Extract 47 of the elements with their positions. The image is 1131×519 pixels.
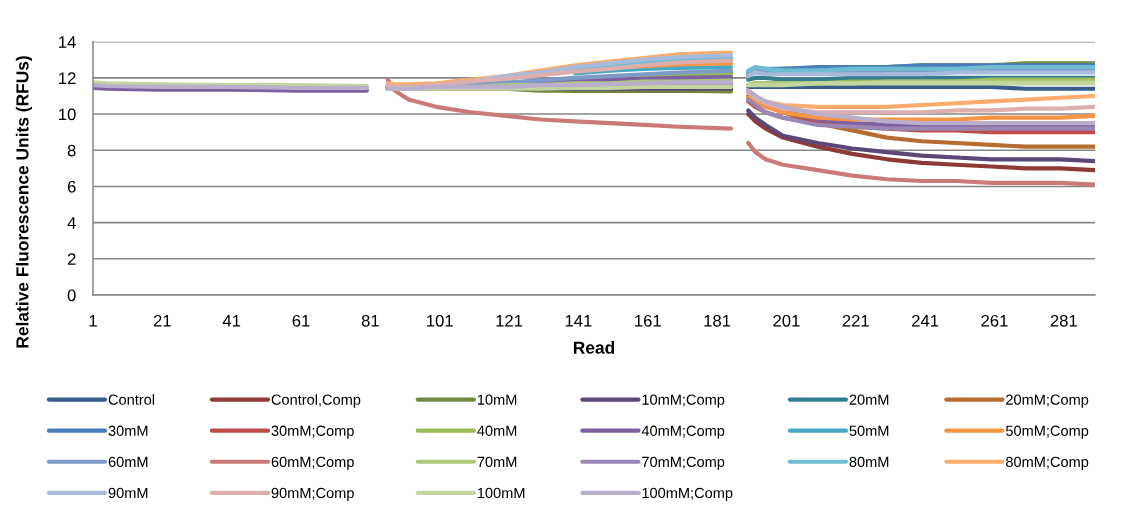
y-tick-label: 8 — [67, 144, 76, 157]
x-tick-label: 281 — [1050, 314, 1077, 327]
x-tick-label: 21 — [153, 314, 171, 327]
x-tick-label: 1 — [89, 315, 97, 327]
legend-label: 60mM — [108, 456, 148, 468]
y-tick-label: 0 — [67, 289, 76, 302]
x-tick-label: 161 — [635, 314, 661, 327]
legend-label: 100mM — [477, 487, 525, 499]
legend-label: 50mM — [849, 425, 889, 436]
x-tick-label: 41 — [222, 315, 241, 327]
legend-label: 20mM;Comp — [1006, 394, 1089, 408]
legend-label: 30mM — [108, 425, 148, 436]
x-tick-label: 201 — [773, 314, 800, 327]
x-tick-label: 141 — [565, 315, 592, 327]
legend-label: 80mM — [849, 456, 889, 468]
legend-label: Control — [108, 394, 155, 405]
y-tick-label: 2 — [67, 253, 76, 265]
y-tick-label: 6 — [67, 180, 76, 193]
legend-label: 60mM;Comp — [271, 456, 354, 470]
legend-label: 100mM;Comp — [642, 487, 733, 501]
legend-label: 10mM — [477, 394, 517, 405]
x-axis-title: Read — [573, 341, 615, 354]
y-tick-label: 14 — [59, 36, 76, 48]
legend-label: 30mM;Comp — [271, 425, 354, 439]
legend-label: 40mM;Comp — [641, 425, 725, 439]
legend-label: 90mM — [108, 487, 148, 499]
y-axis-title: Relative Fluorescence Units (RFUs) — [15, 56, 32, 348]
x-tick-label: 121 — [496, 314, 523, 327]
legend-label: 40mM — [477, 425, 517, 436]
legend-label: Control,Comp — [271, 394, 361, 408]
x-tick-label: 221 — [842, 314, 869, 327]
x-tick-label: 181 — [704, 314, 731, 327]
y-tick-label: 12 — [59, 72, 76, 84]
x-tick-label: 81 — [361, 314, 379, 327]
legend-label: 20mM — [849, 394, 889, 405]
legend-label: 50mM;Comp — [1005, 425, 1089, 439]
legend-label: 70mM — [477, 456, 517, 468]
legend-label: 90mM;Comp — [271, 487, 354, 501]
x-tick-label: 61 — [292, 314, 310, 327]
legend-label: 10mM;Comp — [642, 394, 725, 408]
legend-label: 70mM;Comp — [642, 456, 725, 470]
legend-label: 80mM;Comp — [1006, 456, 1089, 470]
x-tick-label: 101 — [427, 314, 453, 327]
y-tick-label: 10 — [59, 108, 76, 121]
x-tick-label: 241 — [912, 314, 939, 327]
y-tick-label: 4 — [67, 217, 76, 229]
x-tick-label: 261 — [981, 314, 1008, 327]
